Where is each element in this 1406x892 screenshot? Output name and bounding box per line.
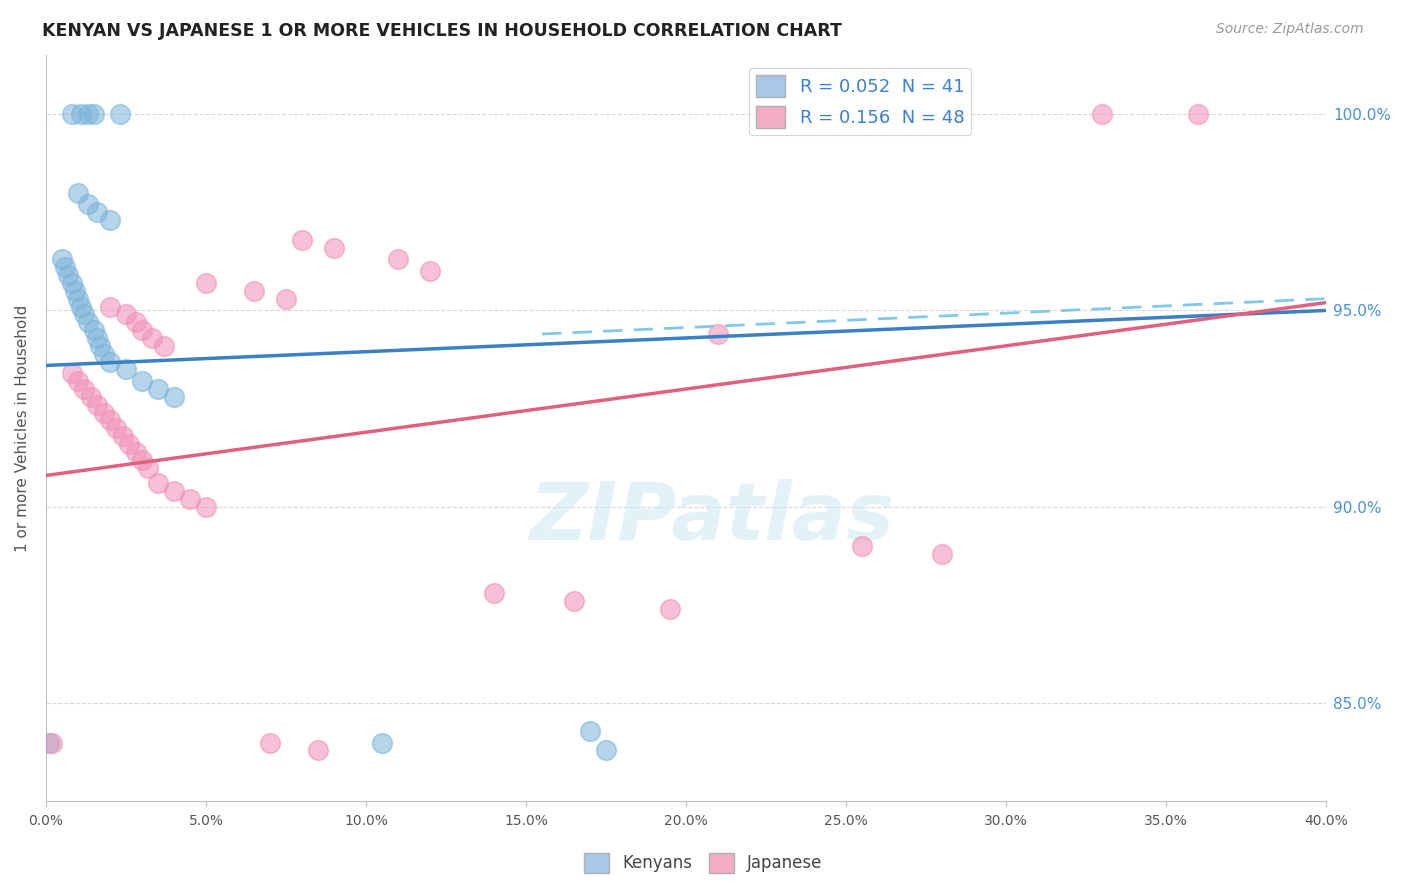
Point [419, 264, 441, 278]
Point [86, 205, 108, 219]
Point [76, 315, 98, 329]
Point [66, 374, 89, 388]
Point [58, 268, 80, 282]
Point [179, 491, 201, 506]
Legend: R = 0.052  N = 41, R = 0.156  N = 48: R = 0.052 N = 41, R = 0.156 N = 48 [749, 68, 972, 136]
Point [1091, 107, 1114, 121]
Point [66, 186, 89, 200]
Point [562, 594, 585, 608]
Point [41, 735, 63, 749]
Point [108, 107, 131, 121]
Point [66, 292, 89, 306]
Point [371, 735, 394, 749]
Point [387, 252, 409, 267]
Point [131, 374, 153, 388]
Point [80, 390, 103, 404]
Point [98, 300, 121, 314]
Point [38, 735, 60, 749]
Point [76, 197, 98, 211]
Point [243, 284, 266, 298]
Point [138, 460, 160, 475]
Point [482, 586, 505, 600]
Point [93, 406, 115, 420]
Point [93, 346, 115, 360]
Text: KENYAN VS JAPANESE 1 OR MORE VEHICLES IN HOUSEHOLD CORRELATION CHART: KENYAN VS JAPANESE 1 OR MORE VEHICLES IN… [42, 22, 842, 40]
Point [579, 723, 602, 738]
Point [124, 445, 146, 459]
Point [98, 354, 121, 368]
Point [195, 500, 218, 514]
Legend: Kenyans, Japanese: Kenyans, Japanese [576, 847, 830, 880]
Point [595, 743, 617, 757]
Point [98, 413, 121, 427]
Point [60, 107, 83, 121]
Point [60, 276, 83, 290]
Point [118, 437, 141, 451]
Point [163, 390, 186, 404]
Point [323, 241, 346, 255]
Point [86, 331, 108, 345]
Point [70, 107, 93, 121]
Point [124, 315, 146, 329]
Point [146, 476, 169, 491]
Point [931, 547, 953, 561]
Point [163, 484, 186, 499]
Point [76, 107, 98, 121]
Point [53, 260, 76, 275]
Point [70, 300, 93, 314]
Point [259, 735, 281, 749]
Point [291, 233, 314, 247]
Point [83, 323, 105, 337]
Point [51, 252, 73, 267]
Point [63, 284, 86, 298]
Point [131, 452, 153, 467]
Point [105, 421, 128, 435]
Text: ZIPatlas: ZIPatlas [529, 479, 894, 557]
Point [274, 292, 297, 306]
Point [111, 429, 134, 443]
Point [73, 382, 96, 396]
Point [146, 382, 169, 396]
Point [141, 331, 163, 345]
Point [115, 307, 138, 321]
Point [83, 107, 105, 121]
Point [195, 276, 218, 290]
Point [89, 339, 111, 353]
Point [60, 366, 83, 380]
Point [73, 307, 96, 321]
Point [86, 398, 108, 412]
Point [307, 743, 329, 757]
Point [851, 539, 873, 553]
Point [659, 602, 682, 616]
Point [153, 339, 176, 353]
Point [131, 323, 153, 337]
Y-axis label: 1 or more Vehicles in Household: 1 or more Vehicles in Household [15, 305, 30, 552]
Point [98, 213, 121, 227]
Point [707, 326, 730, 341]
Text: Source: ZipAtlas.com: Source: ZipAtlas.com [1216, 22, 1364, 37]
Point [1187, 107, 1209, 121]
Point [115, 362, 138, 376]
